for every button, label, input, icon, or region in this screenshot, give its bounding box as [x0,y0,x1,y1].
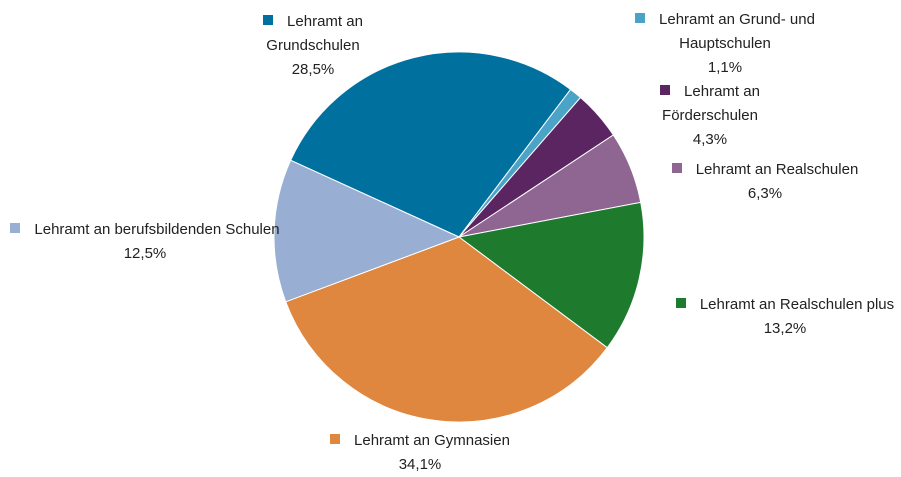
slice-label: Lehramt an Förderschulen 4,3% [635,80,785,152]
legend-marker [671,163,682,173]
value-label: 6,3% [747,185,783,202]
pie-slice [457,201,645,349]
slice-label: Lehramt an Realschulen plus 13,2% [660,293,901,341]
category-label: Lehramt an Förderschulen [662,83,760,124]
value-label: 12,5% [123,245,167,262]
category-label: Lehramt an berufsbildenden Schulen [34,221,280,238]
legend-marker [263,15,274,25]
category-label: Lehramt an Grundschulen [266,13,363,54]
value-label: 28,5% [291,61,335,78]
slice-label: Lehramt an berufsbildenden Schulen 12,5% [10,218,280,266]
legend-marker [675,298,686,308]
legend-marker [10,223,21,233]
slice-label: Lehramt an Gymnasien 34,1% [310,429,530,477]
value-label: 34,1% [398,456,442,473]
pie-slice [285,236,608,423]
legend-marker [330,434,341,444]
legend-marker [660,85,671,95]
slice-label: Lehramt an Realschulen 6,3% [640,158,890,206]
category-label: Lehramt an Realschulen [695,161,859,178]
pie-slice [273,159,461,303]
slice-label: Lehramt an Grundschulen 28,5% [238,10,388,82]
value-label: 13,2% [763,320,807,337]
category-label: Lehramt an Grund- und Hauptschulen [659,11,815,52]
legend-marker [635,13,646,23]
category-label: Lehramt an Realschulen plus [699,296,895,313]
value-label: 1,1% [707,59,743,76]
value-label: 4,3% [692,131,728,148]
pie-slice [289,51,572,238]
category-label: Lehramt an Gymnasien [354,432,510,449]
slice-label: Lehramt an Grund- und Hauptschulen 1,1% [620,8,830,80]
